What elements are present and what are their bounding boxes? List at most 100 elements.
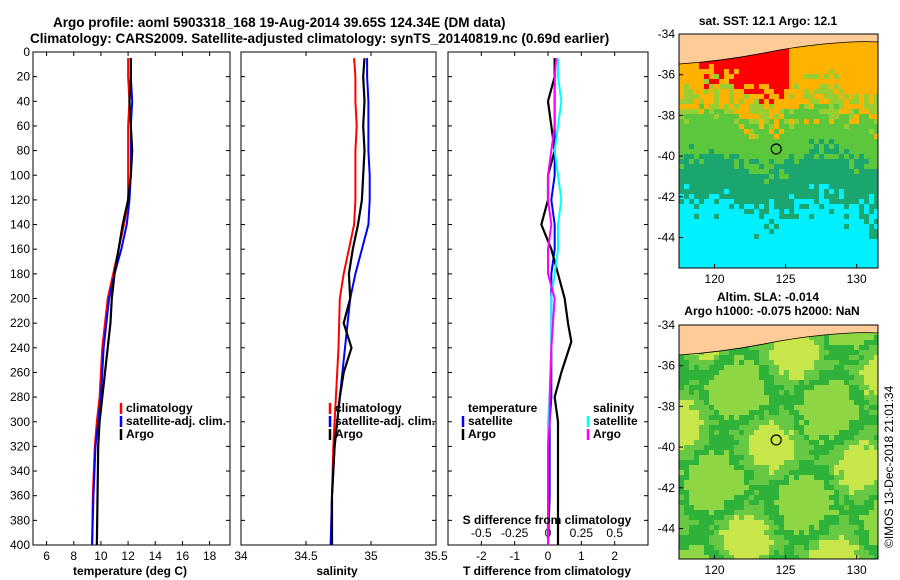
map-cell — [704, 129, 709, 134]
map-cell — [684, 184, 689, 189]
map-cell — [769, 425, 774, 430]
map-cell — [849, 199, 854, 204]
map-cell — [779, 129, 784, 134]
map-cell — [834, 124, 839, 129]
map-cell — [864, 199, 869, 204]
map-cell — [799, 465, 804, 470]
map-cell — [759, 229, 764, 234]
series-line-2 — [547, 58, 563, 545]
map-cell — [794, 390, 799, 395]
map-cell — [864, 455, 869, 460]
map-cell — [764, 345, 769, 350]
map-cell — [764, 154, 769, 159]
map-cell — [849, 400, 854, 405]
map-cell — [729, 79, 734, 84]
map-cell — [699, 430, 704, 435]
map-cell — [764, 264, 769, 268]
map-cell — [749, 555, 754, 559]
map-cell — [809, 139, 814, 144]
map-cell — [804, 450, 809, 455]
map-cell — [714, 264, 719, 268]
map-cell — [829, 99, 834, 104]
map-cell — [864, 59, 869, 64]
map-cell — [864, 114, 869, 119]
map-cell — [774, 515, 779, 520]
map-cell — [764, 109, 769, 114]
map-cell — [824, 435, 829, 440]
map-cell — [739, 465, 744, 470]
map-cell — [839, 475, 844, 480]
map-cell — [764, 355, 769, 360]
map-cell — [679, 380, 684, 385]
map-cell — [874, 159, 878, 164]
map-cell — [694, 224, 699, 229]
map-cell — [784, 194, 789, 199]
map-cell — [714, 114, 719, 119]
map-cell — [704, 360, 709, 365]
map-cell — [714, 239, 719, 244]
map-cell — [719, 114, 724, 119]
map-cell — [809, 104, 814, 109]
map-cell — [869, 460, 874, 465]
map-cell — [859, 254, 864, 259]
map-cell — [694, 189, 699, 194]
map-cell — [739, 440, 744, 445]
map-cell — [874, 174, 878, 179]
map-cell — [869, 535, 874, 540]
map-cell — [819, 229, 824, 234]
map-cell — [814, 54, 819, 59]
map-cell — [809, 475, 814, 480]
map-cell — [874, 134, 878, 139]
map-cell — [819, 395, 824, 400]
map-cell — [819, 209, 824, 214]
map-cell — [849, 370, 854, 375]
map-cell — [749, 229, 754, 234]
map-cell — [864, 410, 869, 415]
map-cell — [684, 124, 689, 129]
map-cell — [844, 450, 849, 455]
map-cell — [709, 540, 714, 545]
map-cell — [734, 174, 739, 179]
map-cell — [859, 229, 864, 234]
map-cell — [729, 194, 734, 199]
map-cell — [729, 495, 734, 500]
map-cell — [754, 219, 759, 224]
map-cell — [699, 189, 704, 194]
map-cell — [804, 485, 809, 490]
map-cell — [759, 219, 764, 224]
map-cell — [799, 395, 804, 400]
map-cell — [824, 365, 829, 370]
map-cell — [859, 129, 864, 134]
map-cell — [704, 460, 709, 465]
map-cell — [789, 405, 794, 410]
map-cell — [709, 179, 714, 184]
map-cell — [679, 229, 684, 234]
map-cell — [704, 450, 709, 455]
map-cell — [839, 79, 844, 84]
map-cell — [834, 335, 839, 340]
map-cell — [844, 169, 849, 174]
map-cell — [764, 249, 769, 254]
map-cell — [809, 79, 814, 84]
map-cell — [754, 54, 759, 59]
map-cell — [874, 515, 878, 520]
map-cell — [779, 405, 784, 410]
map-cell — [834, 134, 839, 139]
map-cell — [859, 79, 864, 84]
map-cell — [849, 59, 854, 64]
map-cell — [814, 430, 819, 435]
map-cell — [714, 400, 719, 405]
y-tick-label: 140 — [10, 218, 30, 232]
map-cell — [714, 360, 719, 365]
map-cell — [784, 174, 789, 179]
map-cell — [754, 159, 759, 164]
map-cell — [814, 159, 819, 164]
map-cell — [829, 239, 834, 244]
map-cell — [874, 545, 878, 550]
map-cell — [704, 395, 709, 400]
map-cell — [799, 380, 804, 385]
map-cell — [799, 149, 804, 154]
map-cell — [764, 480, 769, 485]
map-cell — [854, 229, 859, 234]
map-cell — [689, 390, 694, 395]
